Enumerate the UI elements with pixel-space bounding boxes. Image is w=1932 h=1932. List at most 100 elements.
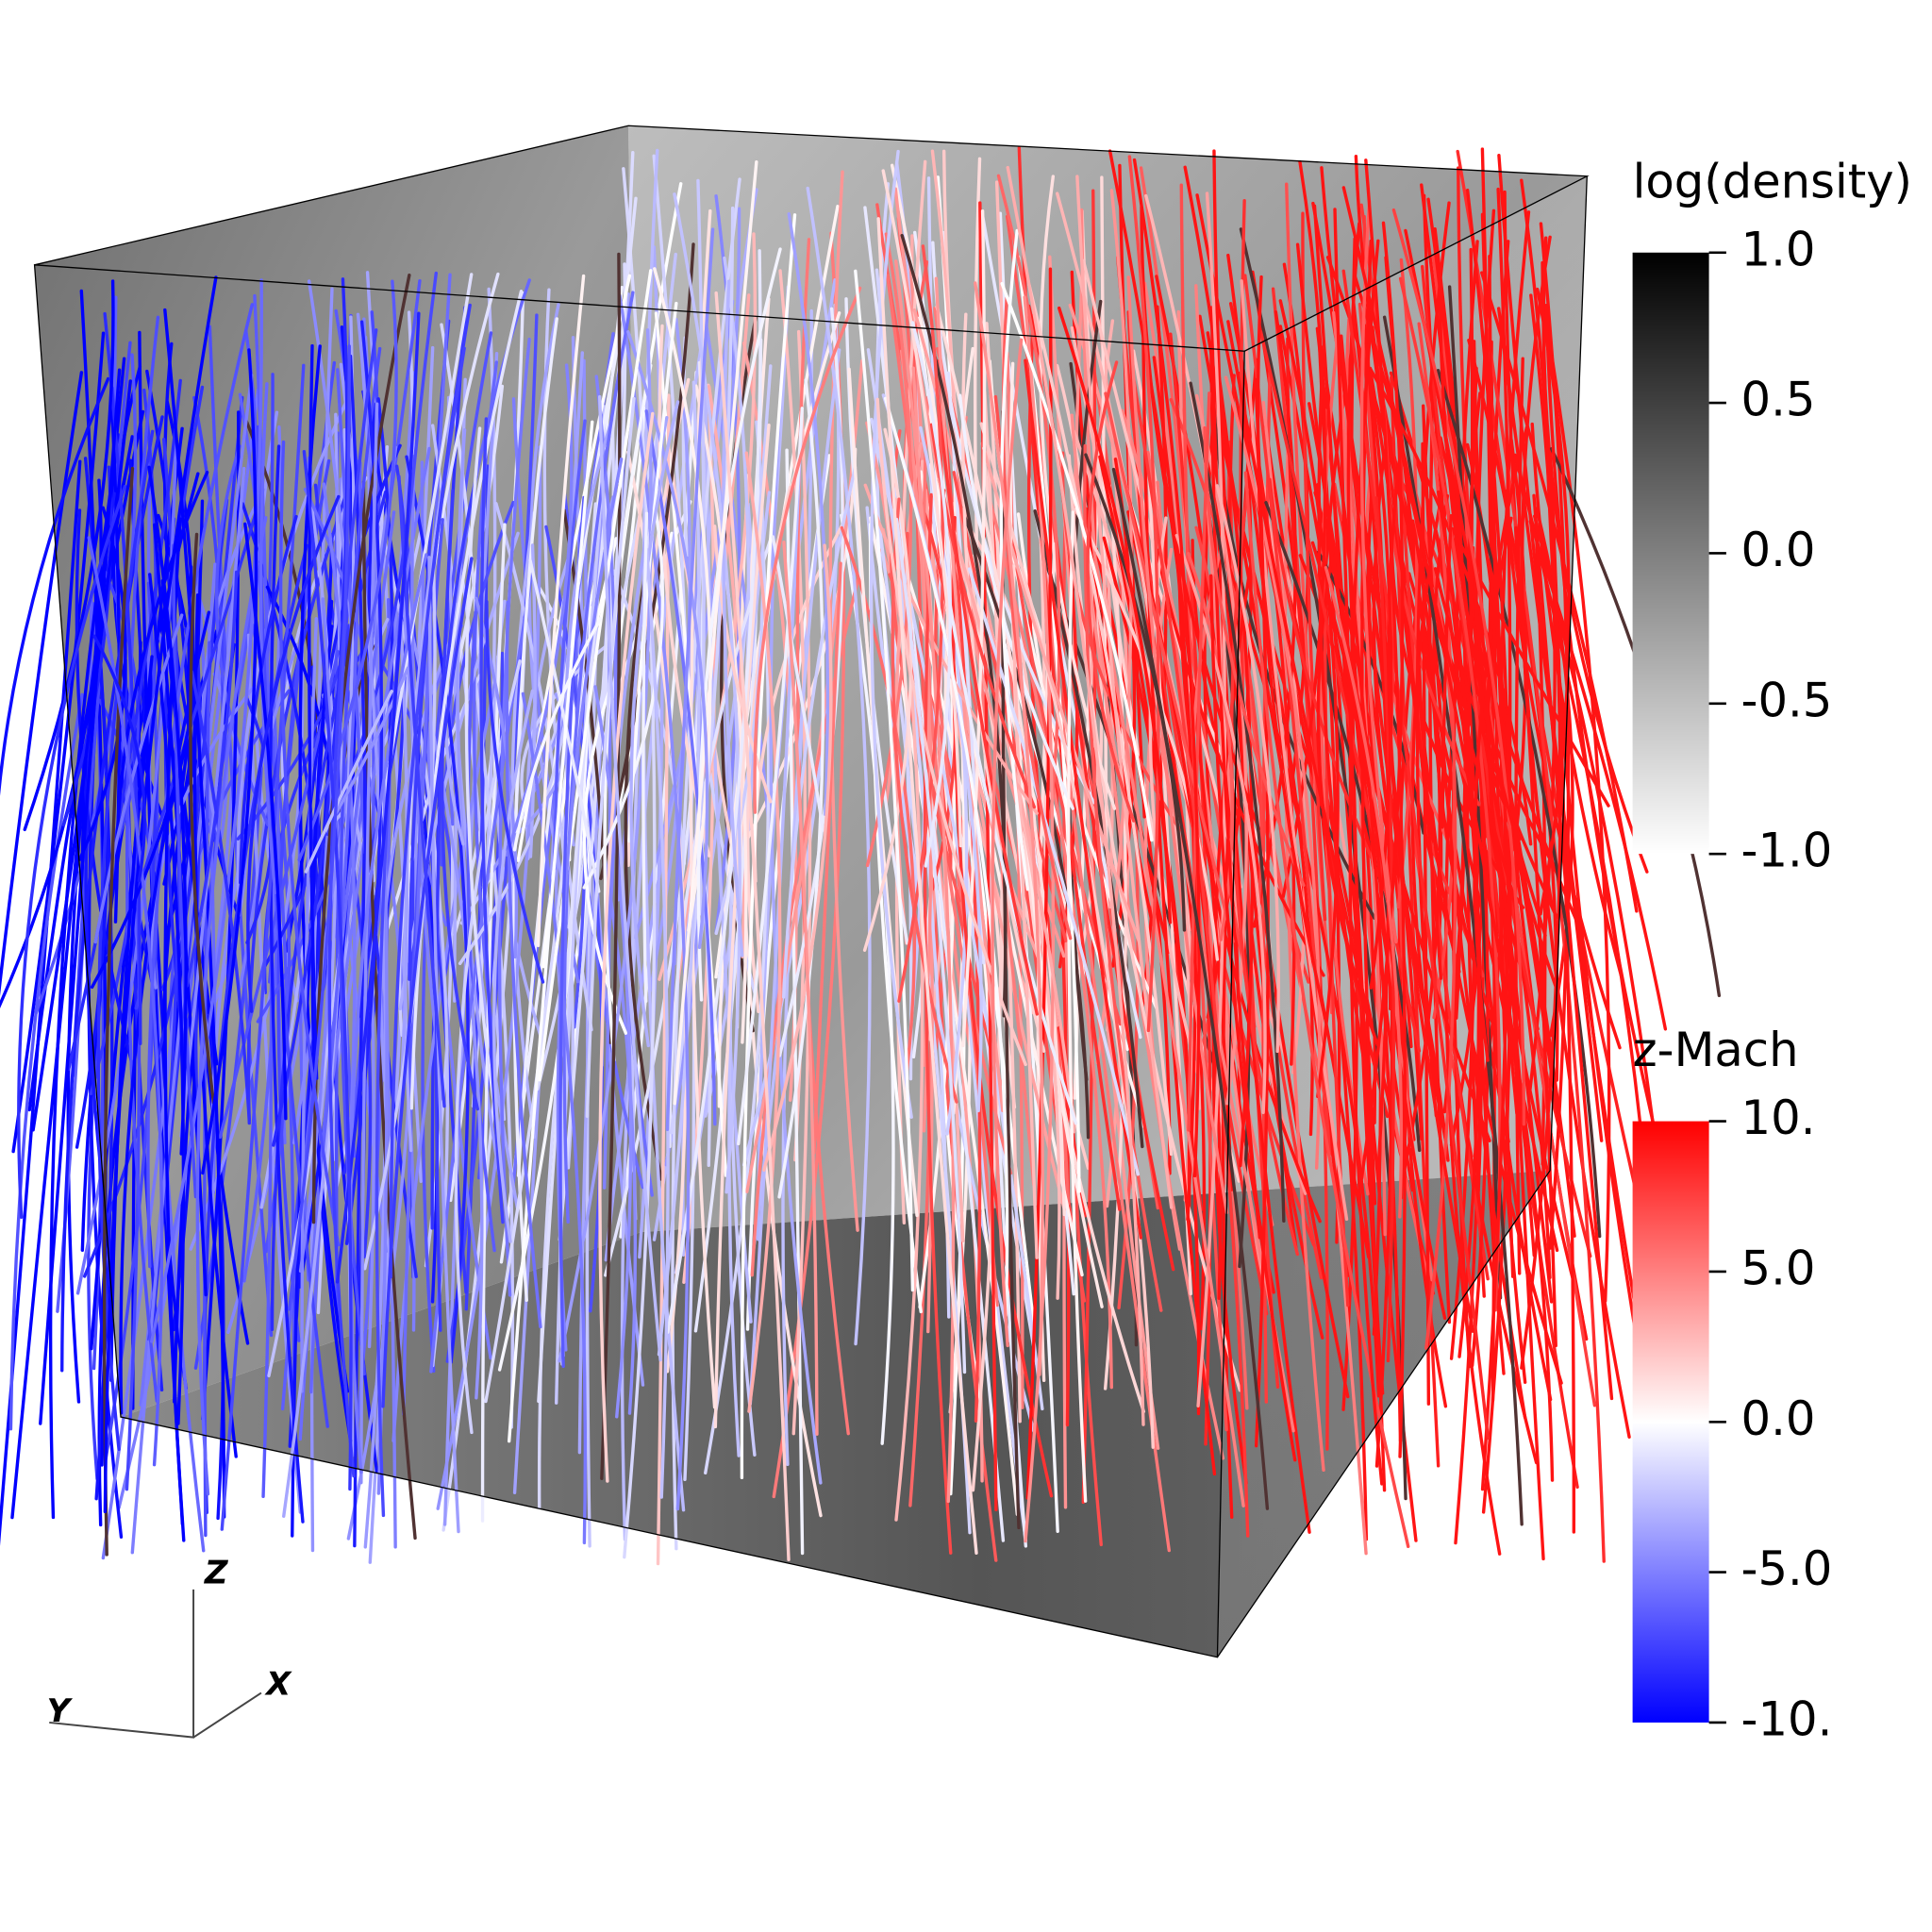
streamline: [1103, 484, 1127, 1391]
streamline: [673, 192, 741, 1194]
colorbar: [1632, 252, 1709, 855]
streamline: [1544, 303, 1658, 1141]
streamline: [39, 368, 122, 1425]
streamline: [748, 424, 803, 1406]
streamline: [558, 328, 653, 1363]
streamline: [644, 409, 717, 1126]
streamline: [1431, 494, 1501, 1042]
streamline: [996, 174, 1061, 820]
streamline: [744, 451, 782, 1413]
streamline: [1372, 453, 1389, 809]
streamline: [1509, 438, 1527, 852]
streamline: [491, 689, 535, 1243]
streamline: [220, 363, 306, 1531]
streamline: [1226, 320, 1372, 1025]
colorbar-title: z-Mach: [1633, 1023, 1799, 1077]
axis-line: [49, 1589, 195, 1739]
streamline: [1075, 175, 1174, 1209]
streamline: [125, 315, 160, 1403]
streamline: [1074, 508, 1220, 961]
streamline: [528, 543, 537, 858]
streamline: [1436, 368, 1602, 1239]
streamline: [598, 411, 655, 1483]
streamline: [1240, 279, 1349, 1222]
streamline: [1341, 186, 1511, 1014]
streamline: [310, 625, 353, 1442]
colorbar-title: log(density): [1633, 154, 1912, 208]
streamline: [979, 422, 1155, 1449]
streamline: [1086, 360, 1136, 823]
streamline: [707, 385, 746, 958]
tick-label: 1.0: [1741, 222, 1816, 276]
streamline: [704, 389, 753, 1324]
streamline: [840, 525, 917, 1088]
tick-label: -10.: [1741, 1691, 1833, 1746]
streamline: [791, 329, 812, 1436]
streamline: [1256, 275, 1327, 1021]
colorbar: [1632, 1121, 1709, 1723]
tick-label: -1.0: [1741, 824, 1833, 878]
streamline: [1532, 493, 1614, 1401]
streamline: [1025, 267, 1053, 1500]
streamline: [694, 384, 748, 1044]
streamline: [1417, 322, 1457, 1350]
streamline: [999, 228, 1030, 891]
streamline: [379, 625, 458, 1083]
streamline: [1346, 222, 1377, 870]
streamline: [101, 562, 217, 1560]
streamline: [1536, 287, 1571, 916]
streamline: [302, 450, 353, 1491]
streamline: [0, 371, 84, 997]
axis-line: [192, 1691, 262, 1739]
streamline: [673, 160, 758, 1106]
streamline: [536, 274, 586, 948]
streamline: [629, 400, 680, 1048]
streamline: [1369, 395, 1393, 990]
tick-label: -5.0: [1741, 1541, 1833, 1596]
streamline: [1437, 490, 1481, 1358]
streamline: [189, 532, 216, 1105]
streamline: [1317, 363, 1367, 1068]
streamline: [1421, 264, 1592, 1258]
streamline: [769, 356, 823, 1485]
streamline: [893, 259, 956, 1504]
streamline: [1215, 484, 1280, 1054]
streamline: [446, 395, 520, 1210]
streamline: [1209, 350, 1262, 1240]
streamline: [150, 278, 263, 1343]
streamline: [1514, 357, 1524, 1275]
streamline: [1000, 281, 1154, 842]
streamline: [594, 375, 618, 932]
streamline: [1278, 299, 1340, 1099]
streamline: [1121, 408, 1230, 1186]
streamline: [1333, 208, 1360, 940]
streamline: [881, 169, 963, 848]
streamline: [863, 483, 1039, 815]
streamline: [75, 646, 109, 1149]
streamline: [722, 279, 744, 958]
streamline: [696, 247, 782, 1002]
streamline: [1426, 197, 1468, 1114]
streamline: [103, 275, 218, 1514]
streamline: [1391, 208, 1526, 1126]
streamline: [689, 208, 717, 1409]
streamline: [1441, 513, 1453, 829]
streamline: [961, 209, 987, 1048]
streamline: [389, 346, 466, 1279]
streamline: [935, 387, 1039, 1016]
streamline: [653, 267, 712, 932]
streamline: [1127, 155, 1160, 1033]
streamline: [17, 484, 127, 1219]
streamline: [1208, 574, 1297, 1462]
streamline: [516, 339, 621, 1177]
streamline: [1396, 258, 1419, 909]
streamline: [1224, 375, 1322, 1170]
streamline: [538, 269, 653, 1082]
streamline: [597, 394, 662, 1362]
streamline: [1341, 269, 1490, 1441]
tick-label: -0.5: [1741, 673, 1833, 727]
streamline: [737, 407, 804, 1146]
streamline: [978, 201, 998, 1512]
streamline: [278, 440, 341, 1247]
streamline: [11, 331, 106, 1154]
